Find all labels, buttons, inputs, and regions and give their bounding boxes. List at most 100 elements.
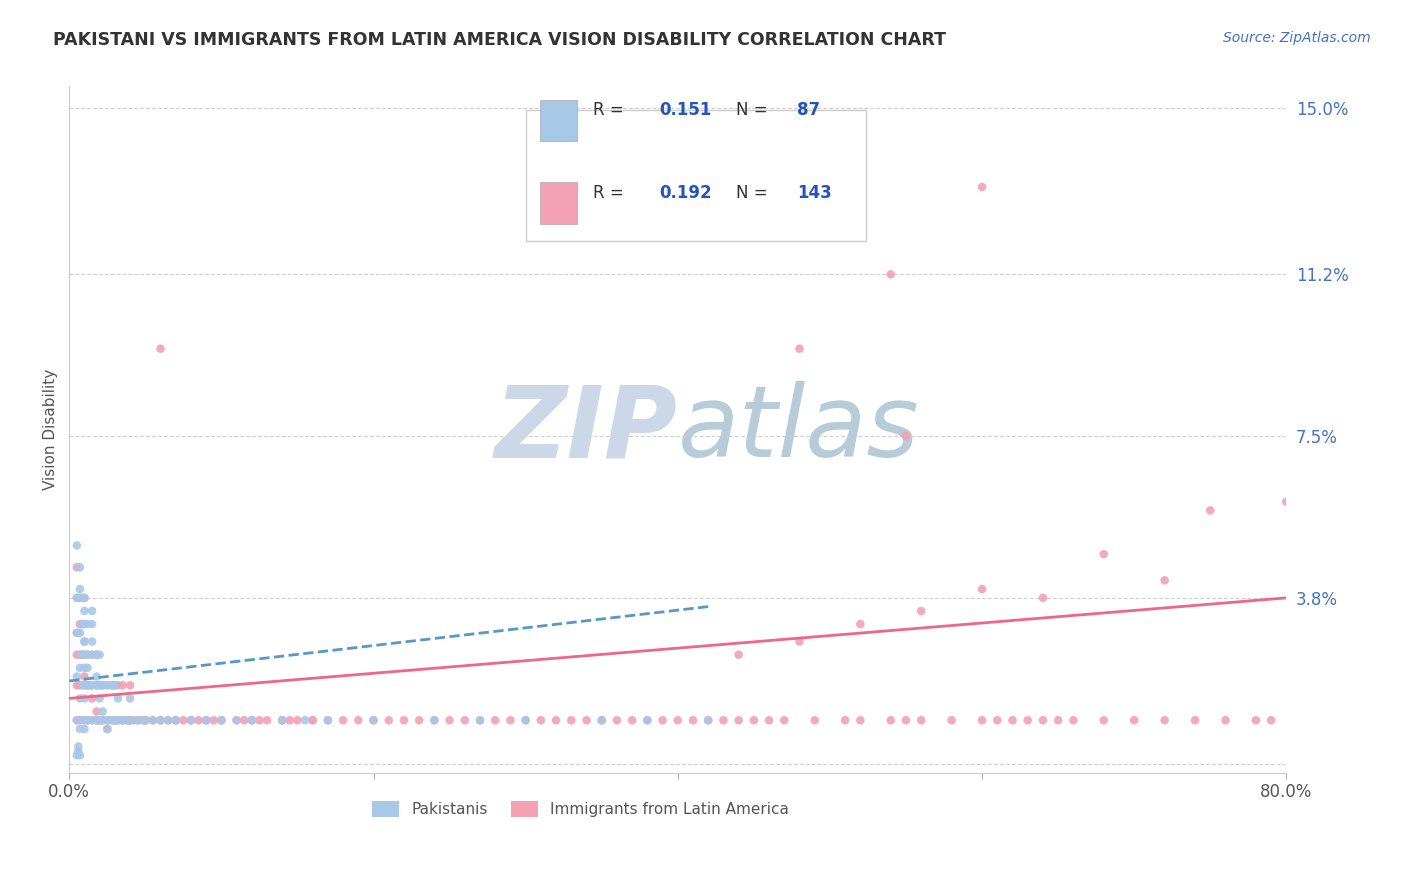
Point: [1184, 713, 1206, 727]
Point: [468, 713, 491, 727]
Point: [66, 713, 89, 727]
Point: [1092, 547, 1115, 561]
Point: [120, 678, 142, 692]
Point: [127, 713, 149, 727]
Point: [546, 713, 568, 727]
Point: [301, 713, 323, 727]
Point: [89, 691, 111, 706]
Point: [377, 713, 399, 727]
Point: [86, 648, 108, 662]
Point: [849, 713, 872, 727]
Point: [122, 713, 145, 727]
Point: [69, 591, 91, 605]
Point: [73, 648, 96, 662]
Point: [149, 342, 172, 356]
Point: [66, 713, 89, 727]
Point: [72, 678, 94, 692]
Point: [515, 713, 537, 727]
FancyBboxPatch shape: [540, 183, 576, 224]
Point: [209, 713, 232, 727]
Point: [72, 648, 94, 662]
Point: [1244, 713, 1267, 727]
Point: [66, 538, 89, 552]
Point: [69, 625, 91, 640]
Point: [1199, 503, 1222, 517]
Point: [67, 739, 90, 754]
Point: [104, 678, 127, 692]
Point: [468, 713, 491, 727]
Point: [115, 713, 138, 727]
Point: [66, 648, 89, 662]
Point: [79, 678, 101, 692]
Point: [76, 661, 98, 675]
Point: [970, 582, 993, 596]
Point: [91, 678, 114, 692]
Point: [73, 591, 96, 605]
Point: [180, 713, 202, 727]
Point: [70, 617, 93, 632]
Point: [301, 713, 323, 727]
Point: [66, 625, 89, 640]
Point: [773, 713, 796, 727]
Point: [69, 617, 91, 632]
Point: [73, 722, 96, 736]
Point: [70, 648, 93, 662]
Point: [107, 713, 129, 727]
Point: [316, 713, 339, 727]
Point: [80, 713, 103, 727]
Point: [76, 713, 98, 727]
Point: [727, 648, 749, 662]
Point: [96, 722, 118, 736]
Point: [454, 713, 477, 727]
Point: [120, 713, 142, 727]
Point: [1092, 713, 1115, 727]
Point: [134, 713, 156, 727]
Point: [69, 661, 91, 675]
Point: [225, 713, 247, 727]
Point: [1123, 713, 1146, 727]
Point: [80, 634, 103, 648]
Point: [392, 713, 415, 727]
Point: [69, 560, 91, 574]
Point: [72, 713, 94, 727]
Text: 143: 143: [797, 184, 832, 202]
Point: [195, 713, 218, 727]
Point: [697, 713, 720, 727]
Point: [91, 705, 114, 719]
Point: [894, 713, 917, 727]
Point: [73, 617, 96, 632]
Point: [91, 713, 114, 727]
Point: [149, 713, 172, 727]
Point: [107, 678, 129, 692]
Point: [499, 713, 522, 727]
Point: [910, 713, 932, 727]
Point: [89, 713, 111, 727]
Point: [233, 713, 256, 727]
FancyBboxPatch shape: [526, 111, 866, 241]
Point: [180, 713, 202, 727]
Point: [111, 713, 134, 727]
Point: [240, 713, 263, 727]
Point: [271, 713, 294, 727]
Point: [91, 713, 114, 727]
Point: [758, 713, 780, 727]
Point: [209, 713, 232, 727]
Point: [96, 722, 118, 736]
Point: [225, 713, 247, 727]
Point: [76, 678, 98, 692]
Point: [86, 669, 108, 683]
Point: [76, 648, 98, 662]
Point: [986, 713, 1008, 727]
Point: [76, 678, 98, 692]
Text: 87: 87: [797, 102, 820, 120]
Point: [66, 560, 89, 574]
Point: [636, 713, 658, 727]
Point: [515, 713, 537, 727]
Point: [363, 713, 385, 727]
Point: [73, 634, 96, 648]
Point: [120, 713, 142, 727]
Point: [120, 713, 142, 727]
Point: [66, 748, 89, 763]
FancyBboxPatch shape: [540, 100, 576, 141]
Point: [101, 678, 124, 692]
